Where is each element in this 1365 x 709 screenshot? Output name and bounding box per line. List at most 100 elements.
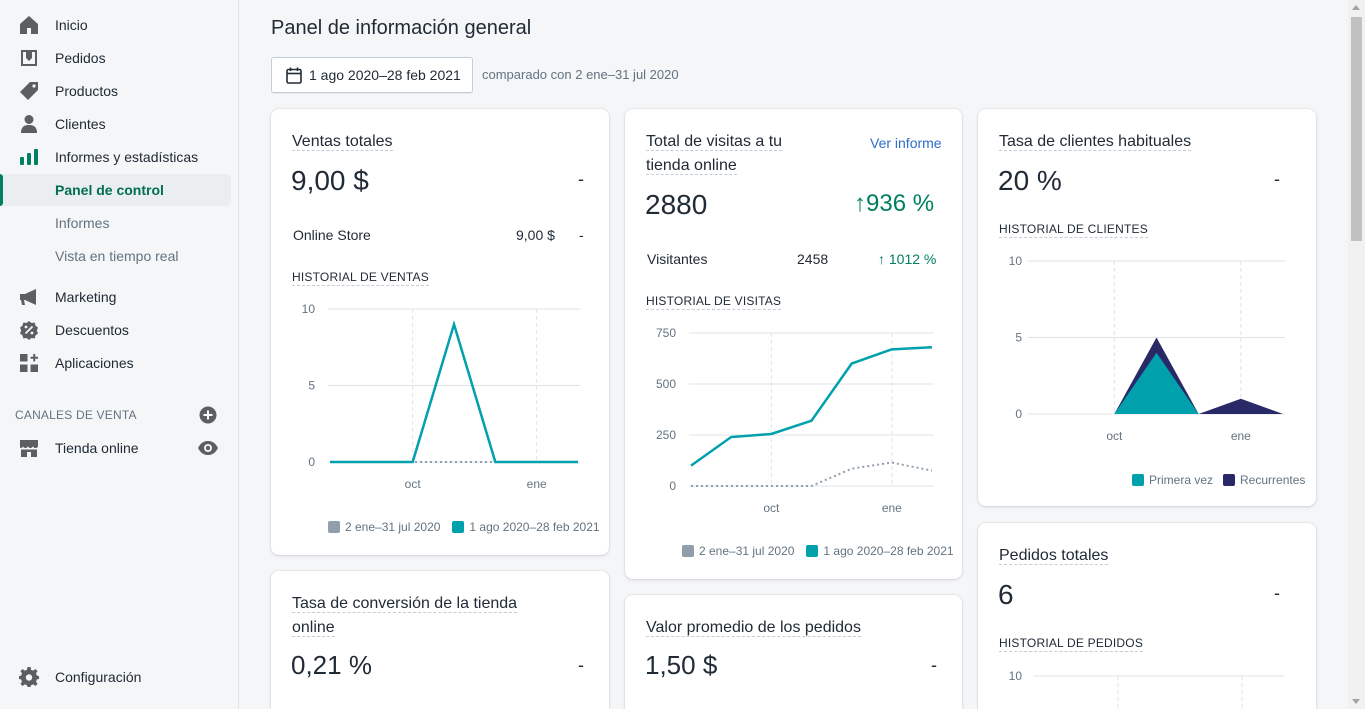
breakdown-value: 2458 — [797, 251, 829, 267]
total-visits-card: Total de visitas a tu tienda online Ver i… — [625, 109, 962, 579]
scroll-up-arrow[interactable] — [1352, 5, 1360, 10]
sidebar-item-marketing[interactable]: Marketing — [0, 281, 231, 313]
y-tick-label: 0 — [669, 479, 676, 493]
series-line-current — [330, 319, 578, 464]
sidebar-item-label: Marketing — [55, 289, 117, 305]
megaphone-icon — [20, 289, 36, 305]
gear-icon — [19, 667, 39, 687]
legend-swatch-first-time — [1132, 474, 1144, 486]
sidebar-subitem-panel-de-control[interactable]: Panel de control — [0, 174, 231, 206]
calendar-icon — [286, 67, 302, 84]
sidebar-subitem-label: Vista en tiempo real — [55, 248, 179, 264]
y-tick-label: 10 — [1009, 254, 1023, 268]
sidebar-subitem-informes[interactable]: Informes — [0, 207, 231, 239]
card-value: 1,50 $ — [645, 650, 718, 680]
card-title[interactable]: Pedidos totales — [999, 547, 1109, 565]
view-report-link[interactable]: Ver informe — [870, 135, 942, 151]
card-change: - — [578, 655, 584, 675]
y-tick-label: 5 — [308, 379, 315, 393]
sidebar-item-aplicaciones[interactable]: Aplicaciones — [0, 347, 231, 379]
scrollbar-thumb[interactable] — [1351, 17, 1362, 241]
sidebar-subitem-label: Panel de control — [55, 182, 164, 198]
breakdown-label: Visitantes — [647, 251, 708, 267]
sidebar-subitem-vista-en-tiempo-real[interactable]: Vista en tiempo real — [0, 240, 231, 272]
card-change: - — [1274, 583, 1280, 603]
history-title[interactable]: HISTORIAL DE VISITAS — [646, 294, 782, 310]
customers-history-chart: 0 5 10 oct ene — [1009, 254, 1285, 443]
legend-swatch-previous — [328, 521, 340, 533]
legend-swatch-current — [452, 521, 465, 533]
legend-label-previous: 2 ene–31 jul 2020 — [345, 520, 441, 534]
sidebar-item-inicio[interactable]: Inicio — [0, 9, 231, 41]
returning-customer-rate-card: Tasa de clientes habituales 20 % - HISTO… — [978, 109, 1316, 506]
series-line-previous — [691, 461, 933, 487]
card-value: 6 — [998, 579, 1014, 610]
legend-swatch-returning — [1223, 474, 1236, 486]
bar-chart-icon — [20, 149, 38, 165]
history-title[interactable]: HISTORIAL DE CLIENTES — [999, 222, 1148, 238]
breakdown-change: ↑ 1012 % — [878, 251, 937, 267]
breakdown-value: 9,00 $ — [516, 227, 555, 243]
legend-swatch-current — [806, 545, 819, 557]
tag-icon — [20, 82, 38, 100]
sidebar-item-label: Clientes — [55, 116, 106, 132]
store-icon — [20, 440, 38, 457]
card-change: - — [931, 655, 937, 675]
sidebar-item-informes[interactable]: Informes y estadísticas — [0, 141, 231, 173]
total-sales-card: Ventas totales 9,00 $ - Online Store 9,0… — [271, 109, 609, 555]
sidebar: Inicio Pedidos Productos Clientes Inform… — [0, 0, 239, 709]
sidebar-item-tienda-online[interactable]: Tienda online — [0, 432, 231, 464]
legend-label-previous: 2 ene–31 jul 2020 — [699, 544, 795, 558]
discount-icon — [20, 321, 38, 340]
visits-history-chart: 0 250 500 750 oct ene — [656, 326, 934, 515]
card-title[interactable]: Total de visitas a tu tienda online — [646, 133, 783, 175]
sidebar-item-productos[interactable]: Productos — [0, 75, 231, 107]
legend-swatch-previous — [682, 545, 694, 557]
sidebar-item-label: Tienda online — [55, 440, 139, 456]
breakdown-change: - — [579, 227, 584, 243]
legend-label-current: 1 ago 2020–28 feb 2021 — [823, 544, 954, 558]
sidebar-item-label: Configuración — [55, 669, 142, 685]
eye-icon[interactable] — [198, 440, 218, 456]
chart-legend: 2 ene–31 jul 2020 1 ago 2020–28 feb 2021 — [328, 520, 600, 534]
scrollbar[interactable] — [1348, 0, 1365, 709]
y-tick-label: 0 — [308, 455, 315, 469]
breakdown-label: Online Store — [293, 227, 371, 243]
legend-label-current: 1 ago 2020–28 feb 2021 — [469, 520, 600, 534]
sidebar-item-pedidos[interactable]: Pedidos — [0, 42, 231, 74]
sidebar-item-configuracion[interactable]: Configuración — [0, 661, 231, 693]
sidebar-item-label: Inicio — [55, 17, 88, 33]
card-value: 2880 — [645, 189, 708, 220]
sales-history-chart: 0 5 10 oct ene — [302, 302, 580, 491]
apps-icon — [20, 354, 38, 372]
add-channel-icon[interactable] — [199, 406, 217, 424]
card-title[interactable]: Ventas totales — [292, 133, 393, 151]
chart-legend: 2 ene–31 jul 2020 1 ago 2020–28 feb 2021 — [682, 544, 954, 558]
sidebar-item-descuentos[interactable]: Descuentos — [0, 314, 231, 346]
conversion-rate-card: Tasa de conversión de la tienda online 0,… — [271, 571, 609, 709]
date-range-button[interactable]: 1 ago 2020–28 feb 2021 — [271, 57, 473, 93]
card-change: - — [578, 169, 584, 189]
scroll-down-arrow[interactable] — [1352, 699, 1360, 704]
card-title[interactable]: Tasa de clientes habituales — [999, 133, 1192, 151]
y-tick-label: 10 — [1009, 669, 1023, 683]
card-title[interactable]: Valor promedio de los pedidos — [646, 619, 861, 637]
x-tick-label: oct — [763, 501, 780, 515]
history-title[interactable]: HISTORIAL DE PEDIDOS — [999, 636, 1144, 652]
page-title: Panel de información general — [271, 17, 532, 39]
card-value: 20 % — [998, 165, 1062, 196]
y-tick-label: 10 — [302, 302, 316, 316]
x-tick-label: ene — [527, 477, 547, 491]
sidebar-item-clientes[interactable]: Clientes — [0, 108, 231, 140]
card-title[interactable]: Tasa de conversión de la tienda online — [292, 595, 518, 637]
x-tick-label: oct — [1106, 429, 1123, 443]
compare-text: comparado con 2 ene–31 jul 2020 — [482, 67, 679, 82]
date-range-label: 1 ago 2020–28 feb 2021 — [309, 67, 461, 83]
card-value: 9,00 $ — [291, 165, 369, 196]
sidebar-item-label: Aplicaciones — [55, 355, 134, 371]
x-tick-label: oct — [405, 477, 422, 491]
sidebar-item-label: Informes y estadísticas — [55, 149, 199, 165]
sidebar-subitem-label: Informes — [55, 215, 110, 231]
card-value: 0,21 % — [291, 650, 372, 680]
history-title[interactable]: HISTORIAL DE VENTAS — [292, 270, 429, 286]
